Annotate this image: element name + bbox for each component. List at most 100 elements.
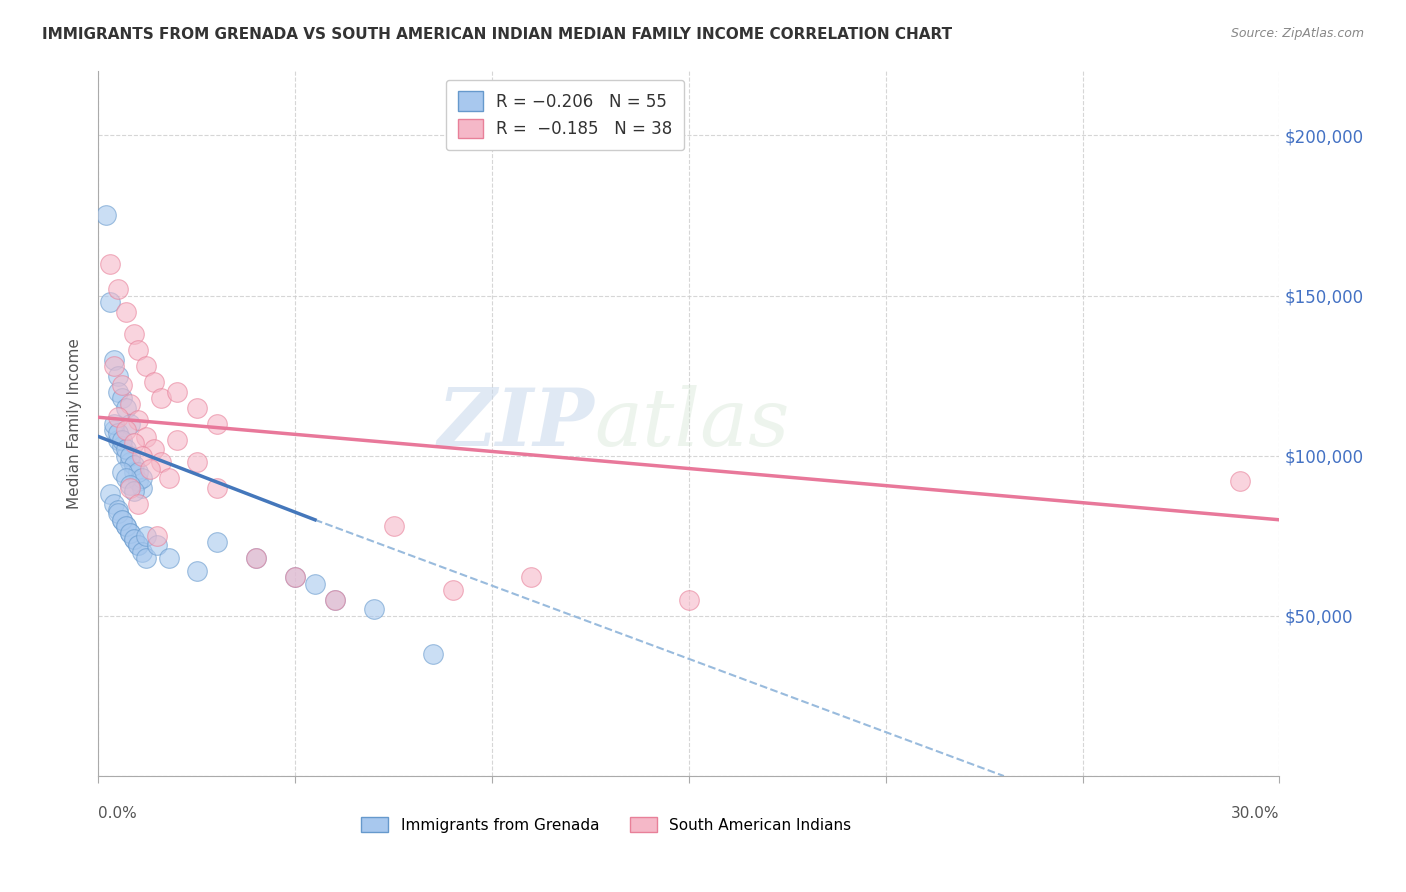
Point: [186, 401, 208, 415]
Point: [115, 442, 138, 457]
Point: [131, 471, 153, 485]
Point: [127, 343, 149, 357]
Point: [107, 282, 129, 296]
Point: [284, 570, 307, 584]
Point: [205, 417, 228, 431]
Point: [115, 304, 138, 318]
Point: [103, 352, 125, 367]
Point: [107, 384, 129, 399]
Point: [115, 519, 138, 533]
Point: [131, 545, 153, 559]
Y-axis label: Median Family Income: Median Family Income: [67, 338, 83, 509]
Point: [127, 538, 149, 552]
Point: [115, 519, 138, 533]
Point: [205, 481, 228, 495]
Point: [304, 577, 326, 591]
Point: [138, 461, 160, 475]
Point: [127, 465, 149, 479]
Point: [127, 475, 149, 489]
Point: [135, 359, 157, 373]
Text: 30.0%: 30.0%: [1232, 806, 1279, 822]
Point: [323, 592, 346, 607]
Point: [118, 417, 141, 431]
Point: [122, 532, 145, 546]
Point: [115, 471, 138, 485]
Point: [111, 439, 134, 453]
Point: [678, 592, 700, 607]
Point: [115, 423, 138, 437]
Point: [205, 535, 228, 549]
Point: [115, 401, 138, 415]
Point: [98, 487, 121, 501]
Point: [150, 455, 173, 469]
Point: [131, 481, 153, 495]
Point: [118, 525, 141, 540]
Point: [111, 391, 134, 405]
Point: [103, 417, 125, 431]
Point: [111, 465, 134, 479]
Point: [115, 449, 138, 463]
Point: [118, 525, 141, 540]
Point: [150, 391, 173, 405]
Point: [107, 426, 129, 441]
Point: [122, 458, 145, 473]
Point: [441, 583, 464, 598]
Point: [118, 449, 141, 463]
Legend: Immigrants from Grenada, South American Indians: Immigrants from Grenada, South American …: [354, 811, 858, 838]
Point: [186, 564, 208, 578]
Point: [382, 519, 405, 533]
Point: [96, 209, 118, 223]
Point: [323, 592, 346, 607]
Point: [103, 423, 125, 437]
Point: [245, 551, 267, 566]
Point: [103, 359, 125, 373]
Point: [186, 455, 208, 469]
Point: [107, 503, 129, 517]
Point: [157, 551, 180, 566]
Point: [98, 256, 121, 270]
Point: [284, 570, 307, 584]
Text: ZIP: ZIP: [437, 385, 595, 462]
Text: atlas: atlas: [595, 385, 790, 462]
Point: [107, 507, 129, 521]
Point: [122, 436, 145, 450]
Point: [166, 433, 188, 447]
Point: [107, 433, 129, 447]
Point: [142, 375, 165, 389]
Point: [107, 368, 129, 383]
Point: [157, 471, 180, 485]
Point: [131, 449, 153, 463]
Point: [422, 648, 444, 662]
Point: [1229, 475, 1251, 489]
Text: Source: ZipAtlas.com: Source: ZipAtlas.com: [1230, 27, 1364, 40]
Point: [146, 529, 169, 543]
Point: [146, 538, 169, 552]
Point: [122, 326, 145, 341]
Point: [111, 513, 134, 527]
Point: [520, 570, 543, 584]
Point: [127, 538, 149, 552]
Point: [118, 397, 141, 411]
Point: [122, 465, 145, 479]
Point: [135, 551, 157, 566]
Point: [135, 429, 157, 443]
Point: [166, 384, 188, 399]
Point: [118, 481, 141, 495]
Point: [111, 378, 134, 392]
Point: [111, 513, 134, 527]
Text: IMMIGRANTS FROM GRENADA VS SOUTH AMERICAN INDIAN MEDIAN FAMILY INCOME CORRELATIO: IMMIGRANTS FROM GRENADA VS SOUTH AMERICA…: [42, 27, 952, 42]
Point: [122, 532, 145, 546]
Point: [122, 483, 145, 498]
Point: [98, 295, 121, 310]
Point: [363, 602, 385, 616]
Point: [127, 413, 149, 427]
Point: [111, 433, 134, 447]
Point: [118, 455, 141, 469]
Point: [127, 497, 149, 511]
Point: [103, 497, 125, 511]
Point: [135, 529, 157, 543]
Point: [142, 442, 165, 457]
Point: [118, 477, 141, 491]
Point: [245, 551, 267, 566]
Text: 0.0%: 0.0%: [98, 806, 138, 822]
